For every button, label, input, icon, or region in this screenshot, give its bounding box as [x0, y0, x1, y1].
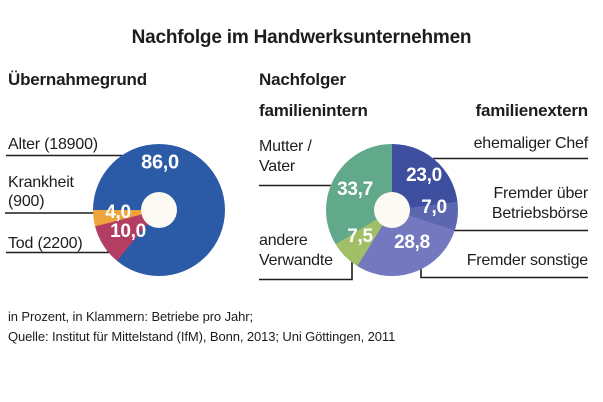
donut-hole — [141, 192, 177, 228]
callout-mutter-vater-line2: Vater — [259, 158, 296, 175]
section-header-nachfolger: Nachfolger — [259, 70, 346, 89]
slice-value-betriebsboerse: 7,0 — [421, 197, 447, 218]
footnote-units: in Prozent, in Klammern: Betriebe pro Ja… — [8, 309, 253, 324]
callout-krankheit: Krankheit (900) — [8, 173, 74, 211]
callout-andere-verwandte-line2: Verwandte — [259, 252, 333, 269]
callout-alter: Alter (18900) — [8, 136, 98, 153]
donut-chart-nachfolger — [326, 144, 458, 276]
slice-value-ehemaliger-chef: 23,0 — [406, 165, 442, 186]
slice-value-mutter-vater: 33,7 — [337, 179, 373, 200]
slice-value-alter: 86,0 — [141, 151, 179, 174]
footnote-source: Quelle: Institut für Mittelstand (IfM), … — [8, 329, 396, 344]
slice-value-tod: 10,0 — [110, 221, 146, 242]
slice-value-andere-verwandte: 7,5 — [347, 226, 373, 247]
group-header-familienextern: familienextern — [475, 101, 589, 120]
callout-krankheit-line1: Krankheit — [8, 174, 74, 191]
callout-krankheit-line2: (900) — [8, 193, 45, 210]
callout-andere-verwandte-line1: andere — [259, 232, 308, 249]
callout-mutter-vater-line1: Mutter / — [259, 138, 312, 155]
donut-chart-uebernahmegrund — [93, 144, 225, 276]
page-title: Nachfolge im Handwerksunternehmen — [131, 27, 472, 48]
callout-ehemaliger-chef: ehemaliger Chef — [473, 135, 589, 152]
callout-andere-verwandte: andere Verwandte — [259, 231, 333, 271]
callout-tod: Tod (2200) — [8, 235, 83, 252]
section-header-uebernahmegrund: Übernahmegrund — [8, 70, 147, 89]
callout-betriebsboerse-line1: Fremder über — [493, 185, 588, 202]
slice-value-krankheit: 4,0 — [105, 202, 131, 223]
slice-value-fremder-sonstige: 28,8 — [394, 232, 430, 253]
callout-mutter-vater: Mutter / Vater — [259, 137, 312, 177]
callout-betriebsboerse: Fremder über Betriebsbörse — [492, 184, 588, 224]
callout-fremder-sonstige: Fremder sonstige — [466, 252, 588, 269]
donut-hole — [374, 192, 410, 228]
group-header-familienintern: familienintern — [259, 101, 368, 120]
callout-betriebsboerse-line2: Betriebsbörse — [491, 205, 588, 222]
